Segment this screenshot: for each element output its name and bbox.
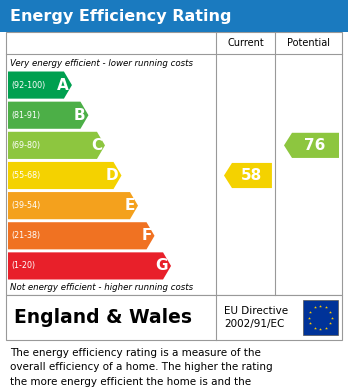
Polygon shape (8, 102, 88, 129)
Bar (6, 32, 342, 295)
Text: B: B (74, 108, 86, 123)
Polygon shape (8, 162, 121, 189)
Text: Very energy efficient - lower running costs: Very energy efficient - lower running co… (10, 59, 193, 68)
Text: The energy efficiency rating is a measure of the
overall efficiency of a home. T: The energy efficiency rating is a measur… (10, 348, 272, 391)
Text: (21-38): (21-38) (11, 231, 40, 240)
Text: (1-20): (1-20) (11, 262, 35, 271)
Polygon shape (8, 72, 72, 99)
Text: A: A (57, 77, 69, 93)
Text: (81-91): (81-91) (11, 111, 40, 120)
Text: (92-100): (92-100) (11, 81, 45, 90)
Text: EU Directive
2002/91/EC: EU Directive 2002/91/EC (224, 305, 288, 330)
Text: (39-54): (39-54) (11, 201, 40, 210)
Polygon shape (8, 252, 171, 280)
Polygon shape (284, 133, 339, 158)
Text: D: D (106, 168, 118, 183)
Text: E: E (125, 198, 135, 213)
Text: C: C (91, 138, 102, 153)
Bar (6, 295, 342, 340)
Polygon shape (8, 222, 155, 249)
Text: 58: 58 (240, 168, 262, 183)
Text: England & Wales: England & Wales (14, 308, 192, 327)
Bar (0, 0, 348, 32)
Text: F: F (141, 228, 151, 243)
Text: Potential: Potential (287, 38, 330, 48)
Text: 76: 76 (304, 138, 325, 153)
Text: G: G (156, 258, 168, 273)
Text: Energy Efficiency Rating: Energy Efficiency Rating (10, 9, 231, 23)
Text: (55-68): (55-68) (11, 171, 40, 180)
Text: (69-80): (69-80) (11, 141, 40, 150)
Text: Not energy efficient - higher running costs: Not energy efficient - higher running co… (10, 283, 193, 292)
Polygon shape (8, 192, 138, 219)
Polygon shape (8, 132, 105, 159)
Polygon shape (224, 163, 272, 188)
Bar (303, 300, 338, 335)
Text: Current: Current (227, 38, 264, 48)
